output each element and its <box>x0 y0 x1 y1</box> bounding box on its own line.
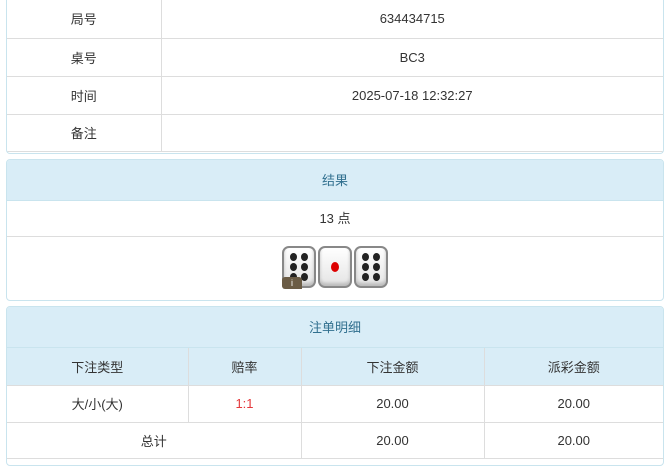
bet-amount: 20.00 <box>300 384 485 423</box>
result-points: 13 点 <box>7 201 663 237</box>
table-row: 大/小(大) 1:1 20.00 20.00 <box>7 384 663 423</box>
total-row: 总计 20.00 20.00 <box>7 421 663 459</box>
dice-row: i <box>7 237 663 300</box>
table-row: 桌号 BC3 <box>7 37 663 77</box>
label: 备注 <box>7 113 162 152</box>
label: 局号 <box>7 0 162 39</box>
round-info-panel: 局号 634434715 桌号 BC3 时间 2025-07-18 12:32:27 … <box>6 0 664 154</box>
column-header: 下注类型 <box>7 348 189 386</box>
table-header-row: 下注类型 赔率 下注金额 派彩金额 <box>7 348 663 386</box>
bet-details-title: 注单明细 <box>7 307 663 348</box>
bet-type: 大/小(大) <box>7 384 189 423</box>
remark <box>160 113 663 152</box>
table-row: 时间 2025-07-18 12:32:27 <box>7 75 663 115</box>
total-payout-amount: 20.00 <box>483 421 663 459</box>
result-panel: 结果 13 点 i <box>6 159 664 301</box>
round-id: 634434715 <box>160 0 663 39</box>
column-header: 下注金额 <box>300 348 485 386</box>
label: 桌号 <box>7 37 162 77</box>
total-label: 总计 <box>7 421 302 459</box>
label: 时间 <box>7 75 162 115</box>
table-id: BC3 <box>160 37 663 77</box>
result-title: 结果 <box>7 160 663 201</box>
info-badge-icon[interactable]: i <box>282 277 302 289</box>
column-header: 赔率 <box>187 348 302 386</box>
total-bet-amount: 20.00 <box>300 421 485 459</box>
die-six-icon: i <box>282 246 316 289</box>
die-six-icon <box>354 246 388 288</box>
table-row: 局号 634434715 <box>7 0 663 39</box>
payout-amount: 20.00 <box>483 384 663 423</box>
column-header: 派彩金额 <box>483 348 663 386</box>
time: 2025-07-18 12:32:27 <box>160 75 663 115</box>
bet-details-panel: 注单明细 下注类型 赔率 下注金额 派彩金额 大/小(大) 1:1 20.00 … <box>6 306 664 466</box>
table-row: 备注 <box>7 113 663 152</box>
odds: 1:1 <box>187 384 302 423</box>
die-one-icon <box>318 246 352 288</box>
